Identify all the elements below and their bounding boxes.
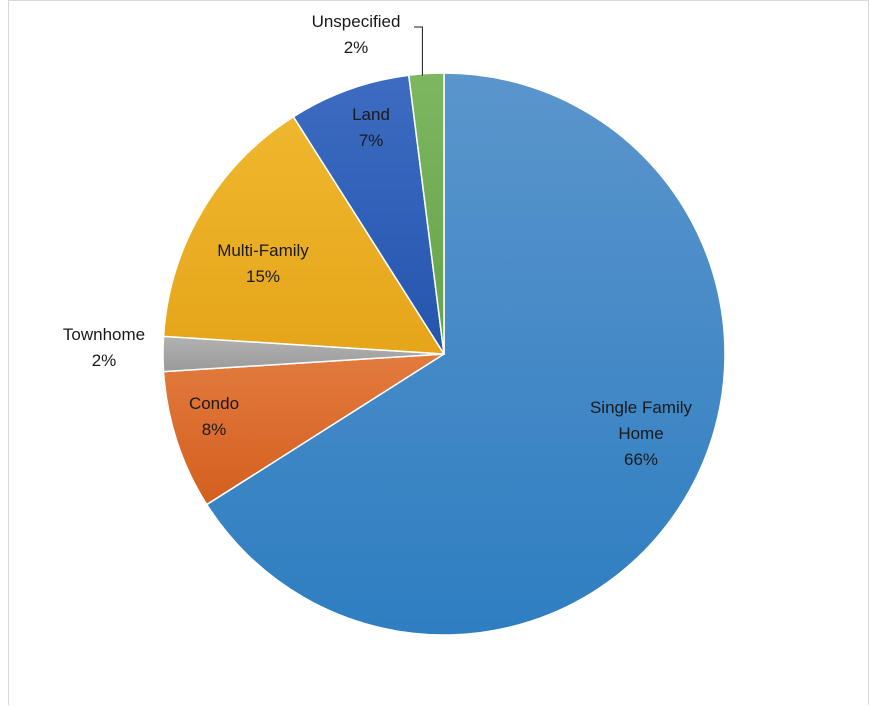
data-labels: Single Family Home 66% Condo 8% Townhome 2% Mul…	[63, 12, 693, 469]
pie-slices	[162, 72, 726, 636]
slice-single-family-home	[205, 72, 726, 636]
data-label-land: Land 7%	[352, 105, 390, 150]
data-label-unspecified: Unspecified 2%	[312, 12, 401, 57]
data-label-townhome: Townhome 2%	[63, 325, 145, 370]
chart-area	[8, 0, 869, 705]
slice-unspecified	[407, 72, 445, 355]
slice-condo	[162, 353, 445, 506]
leader-line-unspecified	[414, 26, 423, 76]
slice-land	[292, 74, 445, 355]
data-label-condo: Condo 8%	[189, 394, 239, 439]
data-label-multi-family: Multi-Family 15%	[217, 241, 309, 286]
data-label-single-family-home: Single Family Home 66%	[590, 398, 693, 469]
slice-multi-family	[162, 115, 446, 355]
leader-lines	[414, 26, 423, 76]
